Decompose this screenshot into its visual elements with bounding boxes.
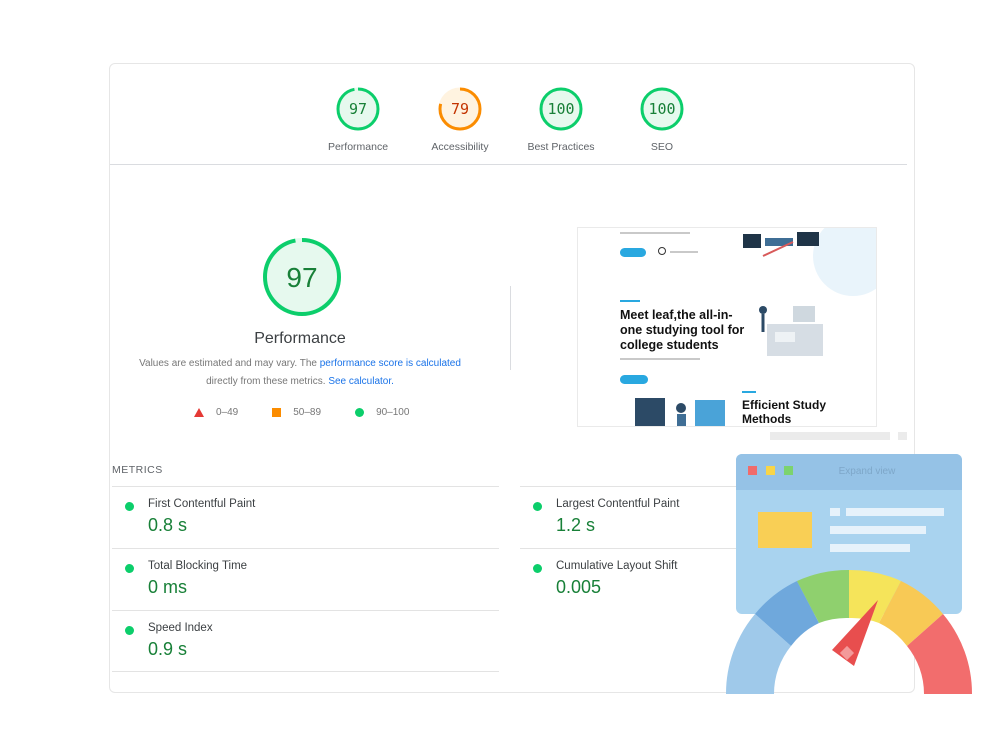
performance-description: Values are estimated and may vary. The p…	[130, 355, 470, 391]
preview-heading: Meet leaf,the all-in-one studying tool f…	[620, 308, 745, 352]
metric-value: 0 ms	[148, 577, 188, 597]
legend-average: 50–89	[272, 407, 321, 418]
triangle-icon	[194, 408, 204, 417]
legend-label: 50–89	[293, 407, 322, 418]
thumb-tag	[742, 391, 756, 393]
metric-speed-index[interactable]: Speed Index 0.9 s	[112, 610, 499, 672]
score-best-practices[interactable]: 100 Best Practices	[506, 86, 616, 153]
page-screenshot-thumbnail[interactable]: Meet leaf,the all-in-one studying tool f…	[577, 227, 877, 427]
thumbnail-scroll-handle	[898, 432, 907, 440]
preview-heading-2: Efficient Study Methods	[742, 398, 827, 426]
performance-title: Performance	[254, 330, 346, 347]
metric-total-blocking-time[interactable]: Total Blocking Time 0 ms	[112, 548, 499, 610]
divider	[110, 164, 907, 165]
description-text: Values are estimated and may vary. The	[139, 358, 320, 369]
metric-cumulative-layout-shift[interactable]: Cumulative Layout Shift 0.005	[520, 548, 907, 610]
legend-poor: 0–49	[194, 407, 238, 418]
metric-value: 0.8 s	[148, 515, 188, 535]
gauge-icon: 100	[539, 87, 583, 131]
metric-name: Speed Index	[148, 622, 213, 634]
performance-gauge: 97	[263, 238, 341, 316]
window-minimize-dot	[766, 466, 775, 475]
expand-view-label: Expand view	[839, 466, 896, 477]
thumb-tag	[620, 300, 640, 302]
window-maximize-dot	[784, 466, 793, 475]
score-label: Best Practices	[527, 141, 595, 153]
study-illustration-bottom	[635, 398, 725, 426]
good-dot-icon	[533, 502, 542, 511]
metric-name: Largest Contentful Paint	[556, 498, 680, 510]
legend-label: 0–49	[216, 407, 239, 418]
metric-first-contentful-paint[interactable]: First Contentful Paint 0.8 s	[112, 486, 499, 548]
speedometer-illustration: Expand view	[725, 454, 973, 694]
score-label: SEO	[650, 141, 674, 153]
thumb-button	[620, 248, 646, 257]
legend-label: 90–100	[376, 407, 410, 418]
gauge-icon: 97	[336, 87, 380, 131]
study-illustration-top	[743, 228, 876, 296]
metric-value: 0.9 s	[148, 639, 188, 659]
good-dot-icon	[125, 626, 134, 635]
report-card: 97 Performance 79 Accessibility 100 Best…	[109, 63, 915, 693]
good-dot-icon	[125, 564, 134, 573]
score-performance[interactable]: 97 Performance	[303, 86, 413, 153]
square-icon	[272, 408, 282, 417]
thumb-button	[620, 375, 648, 384]
score-label: Performance	[327, 141, 389, 153]
gauge-icon: 79	[438, 87, 482, 131]
score-accessibility[interactable]: 79 Accessibility	[405, 86, 515, 153]
good-dot-icon	[125, 502, 134, 511]
circle-icon	[355, 408, 365, 417]
metric-name: Cumulative Layout Shift	[556, 560, 678, 572]
good-dot-icon	[533, 564, 542, 573]
see-calculator-link[interactable]: See calculator.	[328, 376, 394, 387]
metric-value: 1.2 s	[556, 515, 596, 535]
gauge-icon: 100	[640, 87, 684, 131]
legend-good: 90–100	[355, 407, 409, 418]
performance-score: 97	[286, 262, 317, 293]
thumb-text-line	[670, 251, 698, 253]
window-close-dot	[748, 466, 757, 475]
metric-name: First Contentful Paint	[148, 498, 256, 510]
score-legend: 0–49 50–89 90–100	[194, 407, 409, 418]
thumbnail-scroll-bar	[770, 432, 890, 440]
score-value: 100	[547, 100, 574, 118]
score-label: Accessibility	[431, 141, 489, 153]
metrics-title: METRICS	[112, 464, 163, 476]
thumb-text-line	[620, 358, 700, 360]
metric-name: Total Blocking Time	[148, 560, 248, 572]
gauge-dial	[725, 569, 973, 694]
description-text: directly from these metrics.	[206, 376, 329, 387]
metric-value: 0.005	[556, 577, 602, 597]
play-icon	[658, 247, 666, 255]
score-calculated-link[interactable]: performance score is calculated	[319, 358, 461, 369]
score-value: 100	[648, 100, 675, 118]
vertical-divider	[510, 286, 511, 370]
score-value: 79	[451, 100, 469, 118]
score-seo[interactable]: 100 SEO	[607, 86, 717, 153]
thumb-text-line	[620, 232, 690, 234]
metric-largest-contentful-paint[interactable]: Largest Contentful Paint 1.2 s	[520, 486, 907, 548]
score-value: 97	[349, 100, 367, 118]
study-illustration-mid	[759, 306, 823, 356]
